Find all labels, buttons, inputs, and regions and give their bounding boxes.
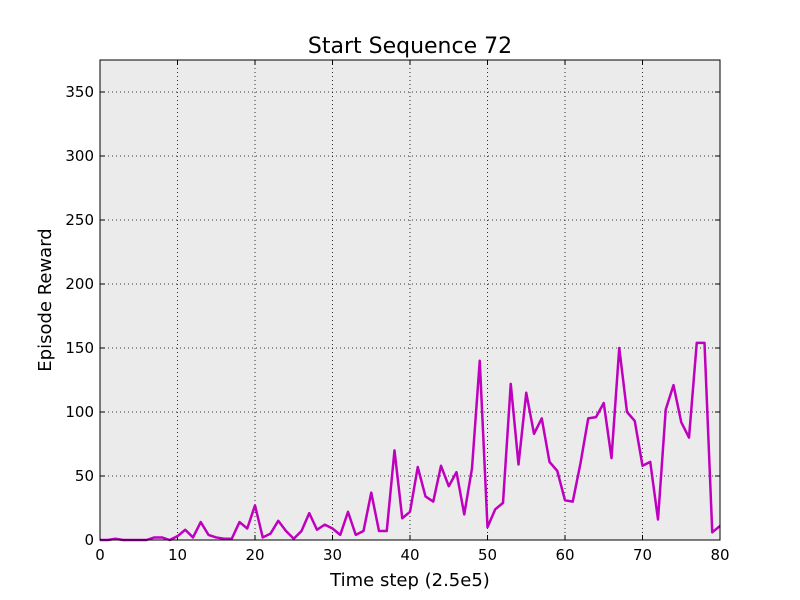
tick-labels: 0 10 20 30 40 50 60 70 80 0 50 100 150 200 250 300 350	[65, 83, 729, 564]
x-tick-label: 0	[95, 546, 105, 564]
y-tick-label: 300	[65, 147, 94, 165]
y-tick-label: 200	[65, 275, 94, 293]
y-tick-label: 350	[65, 83, 94, 101]
y-tick-label: 50	[75, 467, 94, 485]
x-tick-label: 60	[555, 546, 574, 564]
y-tick-label: 150	[65, 339, 94, 357]
plot-frame	[99, 59, 721, 541]
x-tick-label: 80	[710, 546, 729, 564]
x-tick-label: 30	[323, 546, 342, 564]
series	[100, 341, 721, 542]
y-tick-label: 250	[65, 211, 94, 229]
x-tick-label: 40	[400, 546, 419, 564]
x-tick-label: 10	[168, 546, 187, 564]
chart-title: Start Sequence 72	[308, 34, 512, 59]
y-tick-label: 100	[65, 403, 94, 421]
y-tick-label: 0	[84, 531, 94, 549]
series-line-0	[100, 341, 721, 542]
x-tick-label: 70	[633, 546, 652, 564]
x-axis-label: Time step (2.5e5)	[329, 570, 490, 591]
y-axis-label: Episode Reward	[35, 228, 56, 371]
x-tick-label: 20	[245, 546, 264, 564]
x-tick-label: 50	[478, 546, 497, 564]
